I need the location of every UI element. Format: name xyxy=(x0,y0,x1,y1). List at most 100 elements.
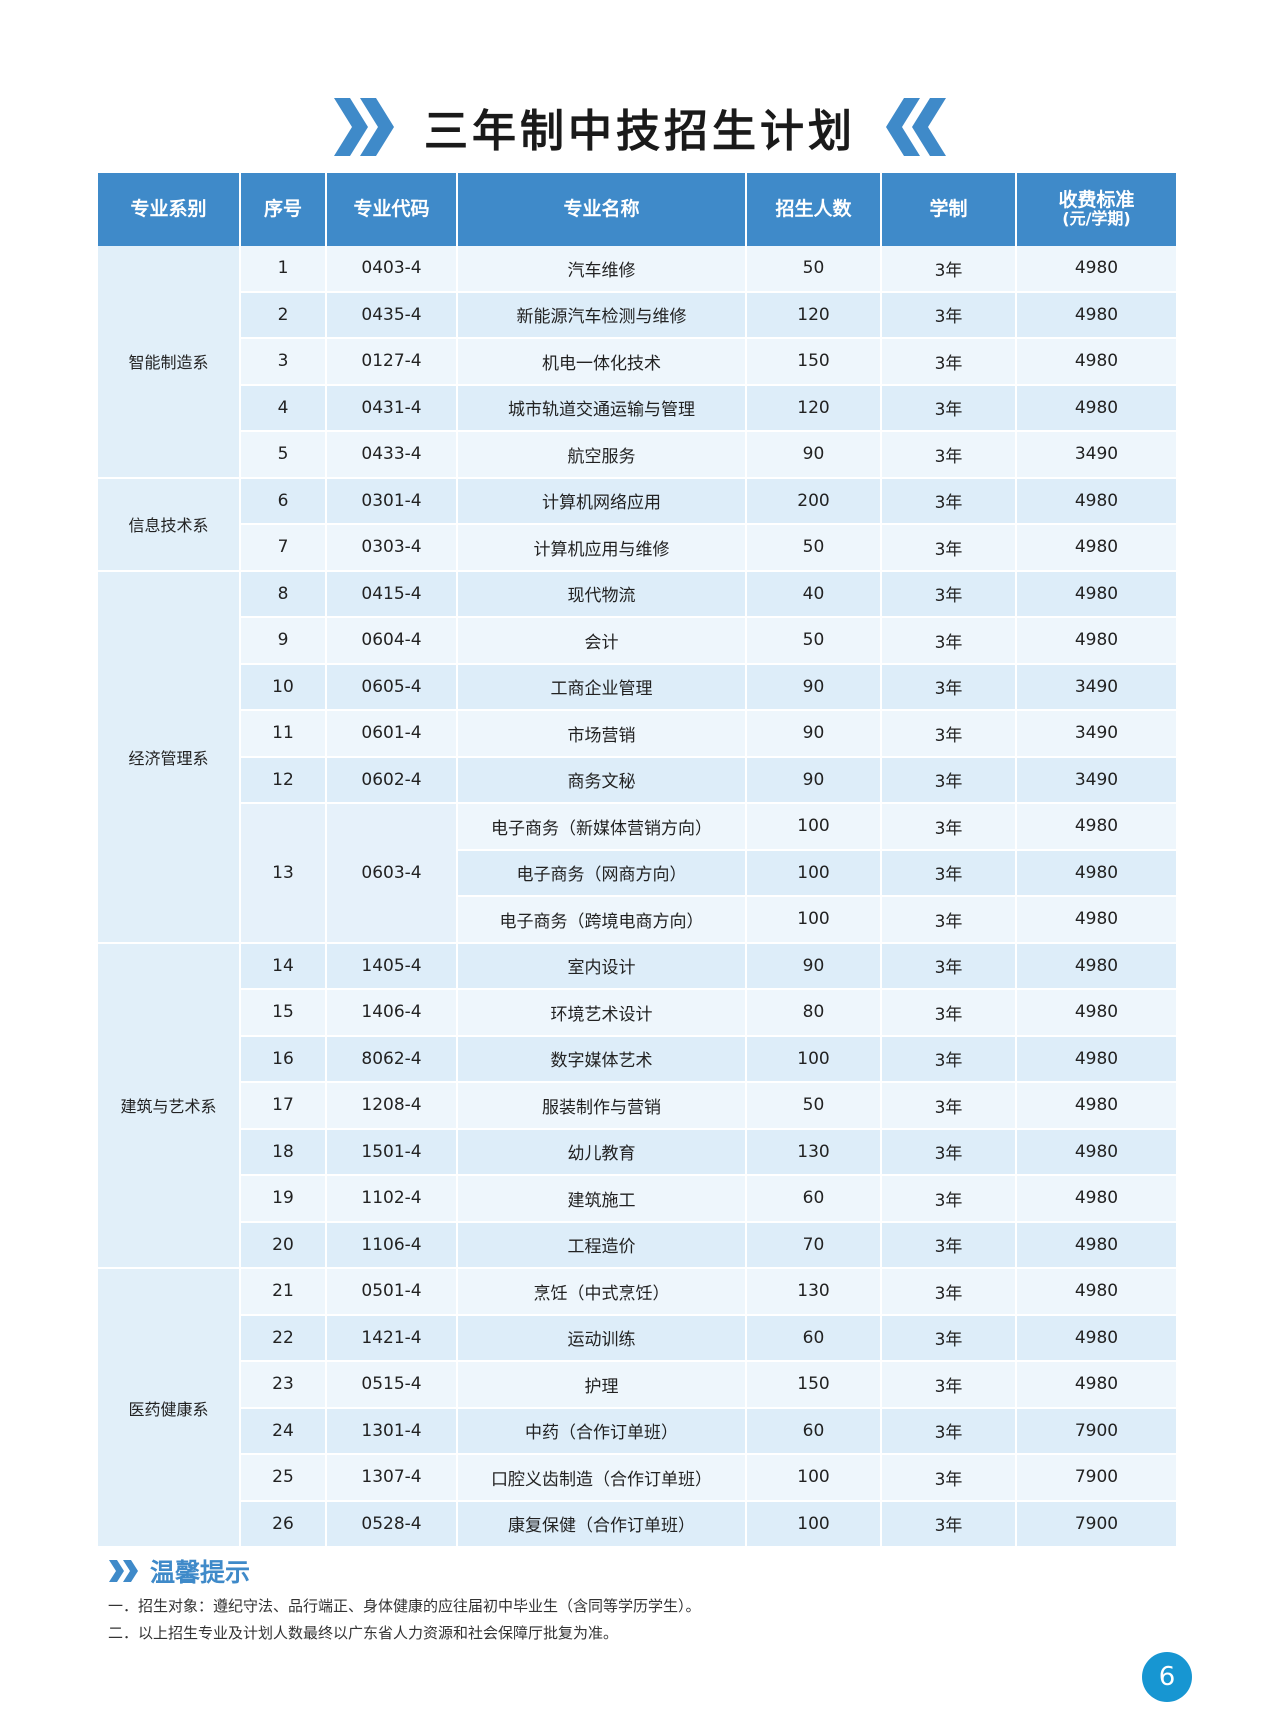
header-years: 学制 xyxy=(881,173,1017,246)
years-cell: 3年 xyxy=(881,246,1017,293)
table-row: 信息技术系 6 0301-4 计算机网络应用 200 3年 4980 xyxy=(98,477,1176,572)
major-name-cell: 电子商务（新媒体营销方向） xyxy=(457,803,747,851)
fee-cell: 4980 xyxy=(1016,477,1176,525)
header-fee-unit: (元/学期) xyxy=(1062,209,1131,229)
fee-cell: 4980 xyxy=(1016,1221,1176,1269)
code-cell: 0601-4 xyxy=(326,710,458,758)
major-name-cell: 环境艺术设计 xyxy=(457,989,747,1037)
major-name-cell: 工商企业管理 xyxy=(457,663,747,711)
major-name-cell: 康复保健（合作订单班） xyxy=(457,1500,747,1548)
double-chevron-right-icon xyxy=(109,1560,138,1582)
code-cell: 0604-4 xyxy=(326,617,458,665)
major-name-cell: 工程造价 xyxy=(457,1221,747,1269)
years-cell: 3年 xyxy=(881,1407,1017,1455)
number-cell: 12 xyxy=(240,756,327,804)
number-cell: 9 xyxy=(240,617,327,665)
years-cell: 3年 xyxy=(881,663,1017,711)
table-row: 11 0601-4 市场营销 90 3年 3490 xyxy=(98,710,1176,758)
years-cell: 3年 xyxy=(881,524,1017,572)
years-cell: 3年 xyxy=(881,1361,1017,1409)
years-cell: 3年 xyxy=(881,338,1017,386)
table-row: 3 0127-4 机电一体化技术 150 3年 4980 xyxy=(98,338,1176,386)
number-cell: 5 xyxy=(240,431,327,479)
code-cell: 1421-4 xyxy=(326,1314,458,1362)
table-row: 18 1501-4 幼儿教育 130 3年 4980 xyxy=(98,1128,1176,1176)
fee-cell: 4980 xyxy=(1016,942,1176,990)
count-cell: 100 xyxy=(746,849,882,897)
major-name-cell: 护理 xyxy=(457,1361,747,1409)
enrollment-table: 专业系别 序号 专业代码 专业名称 招生人数 学制 收费标准 (元/学期) 智能制… xyxy=(98,173,1176,1548)
table-row: 9 0604-4 会计 50 3年 4980 xyxy=(98,617,1176,665)
code-cell: 0528-4 xyxy=(326,1500,458,1548)
number-cell: 11 xyxy=(240,710,327,758)
fee-cell: 4980 xyxy=(1016,1361,1176,1409)
years-cell: 3年 xyxy=(881,710,1017,758)
major-name-cell: 新能源汽车检测与维修 xyxy=(457,291,747,339)
fee-cell: 4980 xyxy=(1016,989,1176,1037)
fee-cell: 4980 xyxy=(1016,896,1176,944)
double-chevron-right-icon xyxy=(334,98,394,156)
major-name-cell: 服装制作与营销 xyxy=(457,1082,747,1130)
table-row: 2 0435-4 新能源汽车检测与维修 120 3年 4980 xyxy=(98,291,1176,339)
header-fee: 收费标准 (元/学期) xyxy=(1016,173,1176,246)
count-cell: 40 xyxy=(746,570,882,618)
code-cell: 0603-4 xyxy=(326,803,458,944)
fee-cell: 4980 xyxy=(1016,803,1176,851)
code-cell: 0602-4 xyxy=(326,756,458,804)
major-name-cell: 机电一体化技术 xyxy=(457,338,747,386)
department-cell: 经济管理系 xyxy=(98,570,241,944)
major-name-cell: 口腔义齿制造（合作订单班） xyxy=(457,1454,747,1502)
fee-cell: 4980 xyxy=(1016,524,1176,572)
fee-cell: 4980 xyxy=(1016,1314,1176,1362)
code-cell: 0501-4 xyxy=(326,1268,458,1316)
table-row: 7 0303-4 计算机应用与维修 50 3年 4980 xyxy=(98,524,1176,572)
fee-cell: 4980 xyxy=(1016,1268,1176,1316)
years-cell: 3年 xyxy=(881,1082,1017,1130)
count-cell: 150 xyxy=(746,338,882,386)
years-cell: 3年 xyxy=(881,1454,1017,1502)
years-cell: 3年 xyxy=(881,942,1017,990)
page-number-badge: 6 xyxy=(1142,1652,1192,1702)
number-cell: 13 xyxy=(240,803,327,944)
number-cell: 23 xyxy=(240,1361,327,1409)
fee-cell: 4980 xyxy=(1016,384,1176,432)
table-row: 10 0605-4 工商企业管理 90 3年 3490 xyxy=(98,663,1176,711)
header-number: 序号 xyxy=(240,173,327,246)
count-cell: 90 xyxy=(746,431,882,479)
fee-cell: 3490 xyxy=(1016,431,1176,479)
number-cell: 16 xyxy=(240,1035,327,1083)
major-name-cell: 计算机网络应用 xyxy=(457,477,747,525)
count-cell: 80 xyxy=(746,989,882,1037)
number-cell: 21 xyxy=(240,1268,327,1316)
count-cell: 50 xyxy=(746,524,882,572)
major-name-cell: 商务文秘 xyxy=(457,756,747,804)
count-cell: 130 xyxy=(746,1268,882,1316)
code-cell: 0403-4 xyxy=(326,246,458,293)
code-cell: 0515-4 xyxy=(326,1361,458,1409)
major-name-cell: 汽车维修 xyxy=(457,246,747,293)
table-row: 25 1307-4 口腔义齿制造（合作订单班） 100 3年 7900 xyxy=(98,1454,1176,1502)
major-name-cell: 中药（合作订单班） xyxy=(457,1407,747,1455)
table-row: 17 1208-4 服装制作与营销 50 3年 4980 xyxy=(98,1082,1176,1130)
fee-cell: 4980 xyxy=(1016,570,1176,618)
header-department: 专业系别 xyxy=(98,173,241,246)
years-cell: 3年 xyxy=(881,756,1017,804)
years-cell: 3年 xyxy=(881,1128,1017,1176)
code-cell: 1106-4 xyxy=(326,1221,458,1269)
count-cell: 100 xyxy=(746,896,882,944)
header-count: 招生人数 xyxy=(746,173,882,246)
count-cell: 60 xyxy=(746,1314,882,1362)
count-cell: 100 xyxy=(746,1035,882,1083)
fee-cell: 4980 xyxy=(1016,1035,1176,1083)
major-name-cell: 现代物流 xyxy=(457,570,747,618)
table-row: 电子商务（网商方向） 100 3年 4980 xyxy=(98,849,1176,897)
major-name-cell: 烹饪（中式烹饪） xyxy=(457,1268,747,1316)
years-cell: 3年 xyxy=(881,617,1017,665)
fee-cell: 3490 xyxy=(1016,710,1176,758)
department-cell: 医药健康系 xyxy=(98,1268,241,1548)
fee-cell: 7900 xyxy=(1016,1500,1176,1548)
number-cell: 8 xyxy=(240,570,327,618)
tips-section: 温馨提示 一．招生对象：遵纪守法、品行端正、身体健康的应往届初中毕业生（含同等学… xyxy=(108,1553,701,1643)
fee-cell: 4980 xyxy=(1016,617,1176,665)
table-row: 4 0431-4 城市轨道交通运输与管理 120 3年 4980 xyxy=(98,384,1176,432)
